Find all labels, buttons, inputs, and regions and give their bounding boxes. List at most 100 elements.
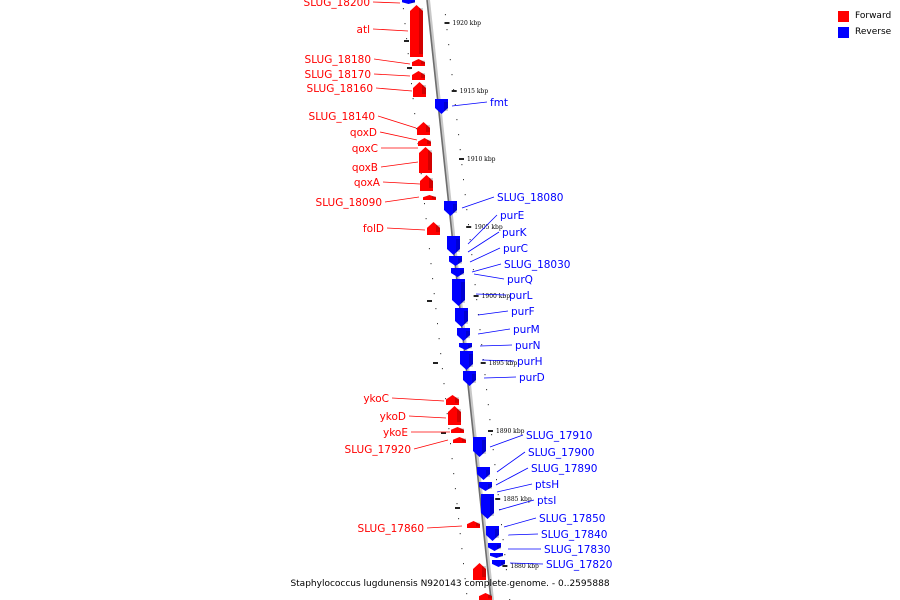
reverse-gene-label: SLUG_17850 bbox=[539, 513, 605, 525]
gene-body bbox=[412, 59, 425, 66]
reverse-gene bbox=[488, 543, 501, 551]
gene-body bbox=[417, 122, 430, 135]
gene-shade bbox=[472, 374, 476, 383]
reverse-gene bbox=[455, 308, 468, 327]
guide-dot bbox=[449, 59, 451, 61]
gene-body bbox=[412, 71, 425, 80]
forward-gene bbox=[419, 147, 432, 173]
gene-shade bbox=[421, 73, 425, 78]
gene-body bbox=[463, 371, 476, 386]
reverse-leader-line bbox=[509, 562, 544, 565]
tick-mark bbox=[480, 362, 486, 364]
reverse-leader-line bbox=[481, 359, 515, 362]
forward-leader-line bbox=[408, 415, 447, 419]
gene-shade bbox=[458, 258, 462, 264]
gene-shade bbox=[456, 239, 460, 252]
reverse-gene-label: SLUG_17890 bbox=[531, 463, 597, 475]
guide-dot bbox=[407, 53, 409, 55]
gene-body bbox=[435, 99, 448, 114]
gene-shade bbox=[436, 224, 440, 233]
legend-forward: Forward bbox=[838, 9, 891, 23]
gene-body bbox=[459, 343, 472, 350]
gene-shade bbox=[457, 409, 461, 422]
forward-gene bbox=[423, 195, 436, 200]
tick-label: 1885 kbp bbox=[503, 496, 532, 503]
reverse-leader-line bbox=[469, 247, 501, 263]
legend: Forward Reverse bbox=[838, 9, 891, 41]
forward-gene-label: SLUG_18170 bbox=[305, 69, 371, 81]
gene-body bbox=[490, 553, 503, 558]
gene-body bbox=[479, 482, 492, 491]
minor-tick bbox=[441, 432, 446, 434]
reverse-leader-line bbox=[471, 263, 502, 273]
minor-tick bbox=[404, 40, 409, 42]
reverse-gene bbox=[435, 99, 448, 114]
forward-gene-label: SLUG_18160 bbox=[307, 83, 373, 95]
guide-dot bbox=[494, 464, 496, 466]
gene-shade bbox=[488, 594, 492, 599]
guide-dot bbox=[420, 173, 422, 175]
minor-tick bbox=[433, 362, 438, 364]
guide-dot bbox=[432, 278, 434, 280]
reverse-gene-label: fmt bbox=[490, 97, 508, 109]
tick-mark bbox=[488, 430, 493, 432]
forward-gene bbox=[473, 563, 486, 580]
gene-shade bbox=[462, 438, 466, 442]
reverse-gene-label: SLUG_18030 bbox=[504, 259, 570, 271]
reverse-gene-label: SLUG_17840 bbox=[541, 529, 607, 541]
reverse-gene bbox=[452, 279, 465, 306]
guide-dot bbox=[471, 254, 473, 256]
reverse-gene bbox=[473, 437, 486, 457]
forward-leader-line bbox=[373, 58, 411, 65]
guide-dot bbox=[428, 248, 430, 250]
reverse-leader-line bbox=[477, 310, 509, 316]
guide-dot bbox=[507, 584, 509, 586]
guide-dot bbox=[489, 419, 491, 421]
gene-shade bbox=[455, 397, 459, 403]
guide-dot bbox=[491, 434, 493, 436]
guide-dot bbox=[464, 578, 466, 580]
reverse-gene bbox=[460, 351, 473, 370]
guide-dot bbox=[411, 83, 412, 85]
legend-forward-label: Forward bbox=[855, 11, 892, 21]
reverse-gene-label: purM bbox=[513, 324, 540, 336]
reverse-gene-label: SLUG_17830 bbox=[544, 544, 610, 556]
guide-dot bbox=[451, 74, 453, 76]
guide-dot bbox=[404, 23, 406, 25]
guide-dot bbox=[479, 329, 481, 331]
forward-gene-label: qoxD bbox=[350, 127, 377, 139]
forward-gene-label: qoxC bbox=[352, 143, 378, 155]
forward-gene bbox=[451, 427, 464, 433]
forward-gene bbox=[410, 5, 423, 57]
forward-gene-label: SLUG_18090 bbox=[316, 197, 382, 209]
forward-gene bbox=[446, 395, 459, 405]
reverse-gene-label: ptsH bbox=[535, 479, 559, 491]
guide-dot bbox=[406, 38, 408, 40]
guide-dot bbox=[466, 209, 468, 211]
gene-shade bbox=[460, 428, 464, 432]
guide-dot bbox=[464, 194, 466, 196]
reverse-gene bbox=[457, 328, 470, 341]
guide-dot bbox=[412, 98, 414, 100]
tick-mark bbox=[473, 295, 479, 297]
reverse-gene bbox=[451, 268, 464, 277]
reverse-gene-label: SLUG_18080 bbox=[497, 192, 563, 204]
reverse-gene-label: purQ bbox=[507, 274, 533, 286]
guide-dot bbox=[484, 374, 486, 376]
guide-dot bbox=[430, 263, 432, 265]
reverse-gene-label: purK bbox=[502, 227, 528, 239]
gene-body bbox=[481, 494, 494, 519]
forward-gene-label: SLUG_18200 bbox=[304, 0, 370, 9]
reverse-gene bbox=[463, 371, 476, 386]
gene-shade bbox=[476, 522, 480, 527]
forward-gene bbox=[417, 122, 430, 135]
minor-tick bbox=[407, 67, 412, 69]
forward-leader-line bbox=[377, 115, 417, 129]
forward-gene-label: atl bbox=[357, 24, 370, 36]
guide-dot bbox=[463, 563, 464, 565]
gene-shade bbox=[499, 554, 503, 557]
reverse-gene-label: purF bbox=[511, 306, 535, 318]
guide-dot bbox=[458, 518, 460, 520]
